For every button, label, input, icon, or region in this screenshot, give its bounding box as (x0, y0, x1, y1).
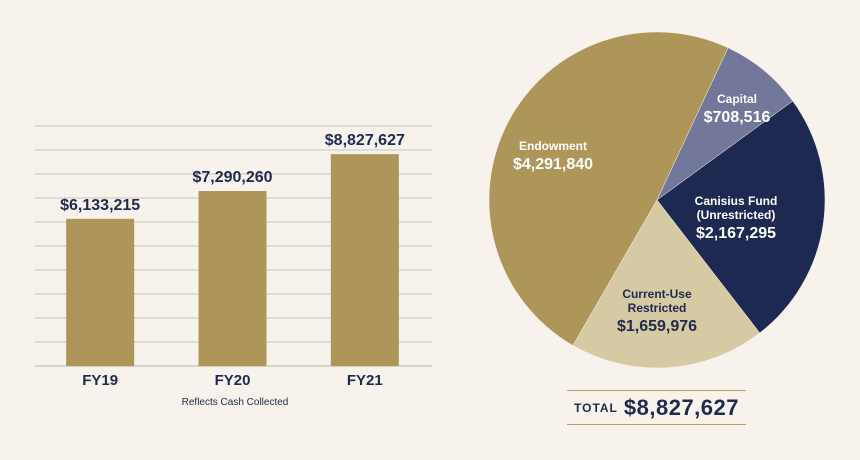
pie-slice-value: $1,659,976 (617, 318, 697, 335)
pie-slice-value: $4,291,840 (513, 156, 593, 173)
pie-slice-name: Current-Use (622, 287, 692, 301)
bar-value-label: $6,133,215 (60, 197, 140, 214)
bar-chart-caption: Reflects Cash Collected (181, 397, 289, 408)
pie-slice-endowment (488, 31, 729, 346)
total-value: $8,827,627 (623, 394, 739, 420)
pie-slice-current-use (572, 199, 761, 369)
x-tick-label: FY20 (215, 372, 251, 389)
pie-slice-name: (Unrestricted) (697, 208, 776, 222)
pie-slice-value: $2,167,295 (696, 225, 776, 242)
total-label: TOTAL (574, 400, 618, 415)
pie-slice-value: $708,516 (704, 109, 771, 126)
pie-slice-name: Restricted (628, 301, 687, 315)
bar-fy20 (198, 191, 267, 366)
x-tick-label: FY21 (347, 372, 383, 389)
bar-value-label: $8,827,627 (325, 132, 405, 149)
total-box: TOTAL $8,827,627 (567, 390, 746, 425)
bar-value-label: $7,290,260 (192, 169, 272, 186)
bar-fy19 (66, 218, 135, 366)
pie-slice-canisius-fund (656, 100, 826, 334)
bar-fy21 (330, 154, 399, 366)
pie-slice-name: Capital (717, 92, 757, 106)
pie-slice-name: Canisius Fund (695, 194, 778, 208)
x-tick-label: FY19 (82, 372, 118, 389)
pie-slice-name: Endowment (519, 139, 587, 153)
bar-chart: $6,133,215 FY19 $7,290,260 FY20 $8,827,627 FY… (35, 125, 432, 389)
pie-chart: Endowment $4,291,840 Capital $708,516 Canisi… (488, 31, 826, 369)
